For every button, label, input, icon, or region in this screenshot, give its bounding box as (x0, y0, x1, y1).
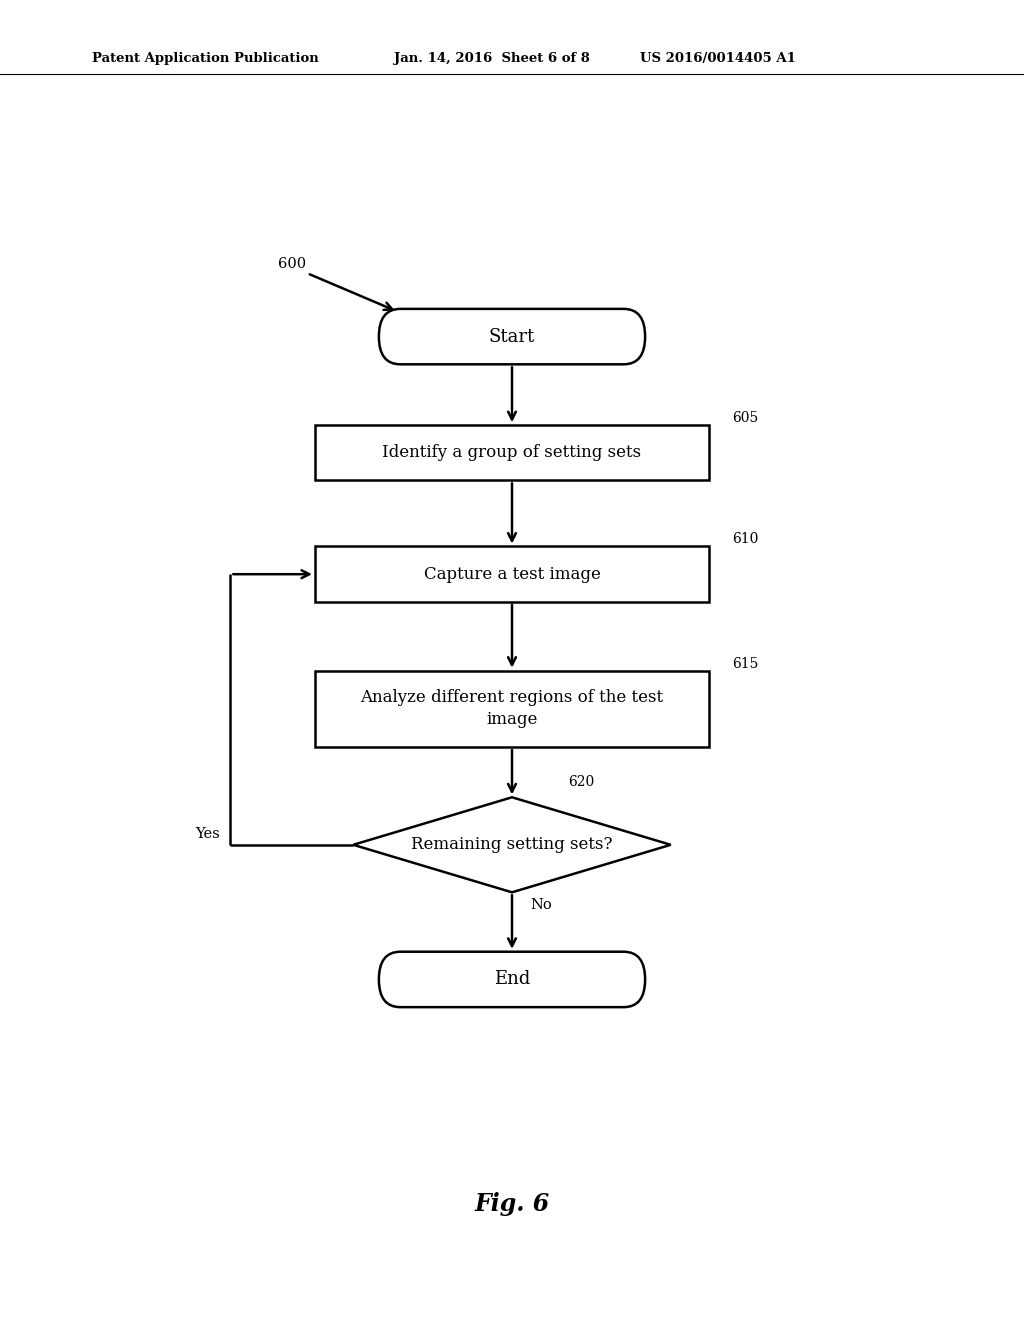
Text: Yes: Yes (196, 828, 220, 841)
Text: No: No (530, 898, 552, 912)
Text: End: End (494, 970, 530, 989)
Polygon shape (353, 797, 671, 892)
Text: Patent Application Publication: Patent Application Publication (92, 53, 318, 65)
Text: Remaining setting sets?: Remaining setting sets? (412, 837, 612, 853)
Text: 615: 615 (732, 656, 759, 671)
Text: 620: 620 (568, 775, 595, 789)
FancyBboxPatch shape (379, 309, 645, 364)
FancyBboxPatch shape (315, 425, 709, 480)
Text: 600: 600 (278, 257, 306, 271)
Text: US 2016/0014405 A1: US 2016/0014405 A1 (640, 53, 796, 65)
Text: Fig. 6: Fig. 6 (474, 1192, 550, 1216)
Text: Start: Start (488, 327, 536, 346)
Text: Jan. 14, 2016  Sheet 6 of 8: Jan. 14, 2016 Sheet 6 of 8 (394, 53, 590, 65)
FancyBboxPatch shape (315, 671, 709, 747)
Text: Analyze different regions of the test
image: Analyze different regions of the test im… (360, 689, 664, 729)
Text: 610: 610 (732, 532, 759, 546)
Text: Capture a test image: Capture a test image (424, 566, 600, 582)
FancyBboxPatch shape (379, 952, 645, 1007)
Text: Identify a group of setting sets: Identify a group of setting sets (382, 445, 642, 461)
FancyBboxPatch shape (315, 546, 709, 602)
Text: 605: 605 (732, 411, 759, 425)
